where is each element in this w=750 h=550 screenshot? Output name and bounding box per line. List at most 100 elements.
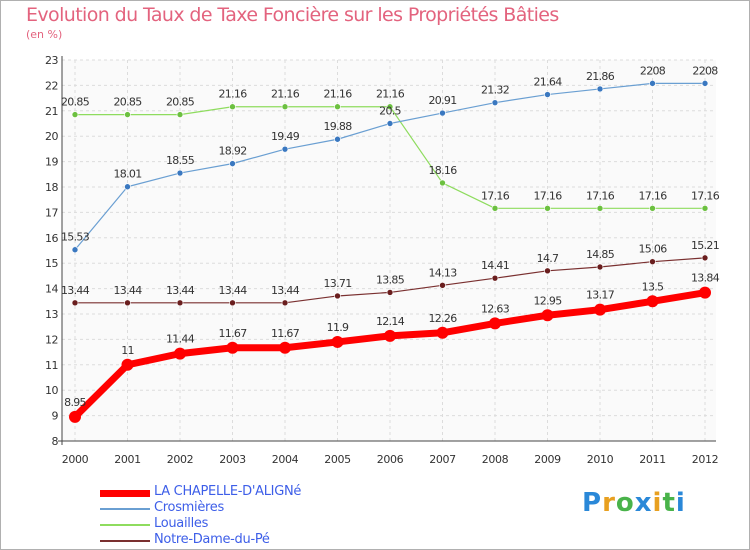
data-point: [701, 205, 709, 212]
logo-letter: P: [582, 488, 603, 518]
data-label: 2208: [692, 64, 718, 77]
data-point: [596, 85, 604, 93]
data-label: 15.21: [691, 239, 719, 252]
data-label: 15.53: [61, 231, 90, 244]
y-tick-label: 15: [45, 257, 58, 270]
data-point: [699, 286, 711, 299]
y-tick-label: 18: [45, 181, 58, 194]
data-label: 14.85: [586, 248, 615, 261]
data-label: 21.16: [271, 88, 300, 101]
data-label: 11.67: [219, 327, 248, 340]
chart-title: Evolution du Taux de Taxe Foncière sur l…: [26, 4, 559, 26]
legend-label: Louailles: [154, 516, 209, 531]
data-label: 20.91: [429, 94, 457, 107]
data-point: [229, 299, 236, 307]
logo-letter: t: [662, 488, 676, 518]
data-label: 13.17: [586, 289, 615, 302]
y-tick-label: 11: [45, 359, 58, 372]
x-tick-label: 2004: [272, 453, 299, 466]
data-point: [281, 103, 289, 111]
legend-swatch: [100, 524, 150, 526]
x-tick-label: 2002: [167, 453, 193, 466]
y-tick-label: 22: [45, 79, 58, 92]
data-point: [439, 281, 446, 289]
data-point: [489, 317, 501, 330]
data-point: [386, 289, 394, 296]
data-label: 17.16: [639, 189, 668, 202]
data-label: 21.32: [481, 84, 509, 97]
data-point: [544, 205, 551, 212]
data-point: [491, 99, 499, 106]
data-point: [71, 246, 79, 254]
legend-item: Notre-Dame-du-Pé: [100, 532, 400, 549]
data-label: 13.44: [219, 284, 248, 297]
data-point: [544, 91, 551, 98]
y-tick-label: 19: [45, 156, 58, 169]
data-label: 18.01: [114, 168, 142, 181]
data-point: [226, 341, 239, 354]
logo-letter: i: [652, 488, 663, 518]
data-label: 18.16: [429, 164, 458, 177]
data-point: [541, 309, 554, 322]
y-tick-label: 10: [45, 384, 58, 397]
data-label: 12.26: [429, 312, 458, 325]
data-label: 13.44: [166, 284, 195, 297]
x-tick-label: 2011: [639, 453, 665, 466]
data-point: [439, 109, 446, 117]
data-label: 13.44: [271, 284, 300, 297]
data-point: [334, 135, 341, 143]
y-tick-label: 8: [52, 435, 59, 448]
proxiti-logo: Proxiti: [582, 488, 686, 518]
data-label: 15.06: [639, 243, 668, 256]
data-label: 20.85: [114, 96, 143, 109]
data-point: [544, 267, 551, 275]
data-label: 21.86: [586, 70, 615, 83]
x-tick-label: 2000: [62, 453, 89, 466]
data-label: 17.16: [586, 189, 615, 202]
data-point: [646, 295, 659, 308]
axes: 8 9 10 11 12 13 14 15 16 17 18 19 20 21 22 23 2000 2001 20…: [45, 54, 719, 466]
data-label: 14.7: [537, 252, 559, 265]
y-tick-label: 9: [52, 410, 59, 423]
data-label: 17.16: [481, 189, 510, 202]
data-label: 13.5: [642, 280, 664, 293]
data-point: [439, 179, 446, 187]
data-label: 17.16: [691, 189, 720, 202]
x-tick-label: 2010: [587, 453, 614, 466]
data-point: [121, 358, 134, 371]
x-tick-label: 2003: [219, 453, 246, 466]
data-point: [334, 103, 341, 111]
legend-label: Crosmières: [154, 500, 224, 515]
x-tick-label: 2001: [114, 453, 140, 466]
data-label: 8.95: [64, 396, 86, 409]
data-point: [701, 80, 709, 87]
data-labels: 8.95 11 11.44 11.67 11.67 11.9 12.14 12.26 12.63…: [61, 64, 720, 409]
data-label: 13.44: [114, 284, 143, 297]
data-point: [229, 103, 236, 111]
y-tick-label: 20: [45, 130, 58, 143]
data-point: [596, 263, 604, 271]
data-label: 13.84: [691, 272, 720, 285]
y-tick-label: 14: [45, 283, 58, 296]
data-label: 11.67: [271, 327, 300, 340]
legend-swatch: [100, 489, 150, 497]
series-lines: [69, 80, 711, 423]
data-point: [71, 111, 79, 118]
data-point: [594, 303, 606, 316]
x-tick-label: 2009: [534, 453, 561, 466]
data-point: [384, 329, 396, 342]
data-point: [71, 299, 79, 307]
data-label: 13.44: [61, 284, 90, 297]
data-label: 11.9: [327, 321, 349, 334]
x-tick-label: 2008: [482, 453, 509, 466]
data-point: [281, 145, 289, 153]
data-point: [124, 111, 131, 118]
data-label: 11: [121, 344, 134, 357]
data-point: [69, 410, 81, 423]
legend-label: LA CHAPELLE-D'ALIGNé: [154, 484, 302, 499]
data-label: 21.16: [324, 88, 353, 101]
data-point: [596, 205, 604, 212]
y-tick-label: 17: [45, 206, 58, 219]
data-label: 12.14: [376, 315, 405, 328]
data-label: 13.85: [376, 273, 405, 286]
